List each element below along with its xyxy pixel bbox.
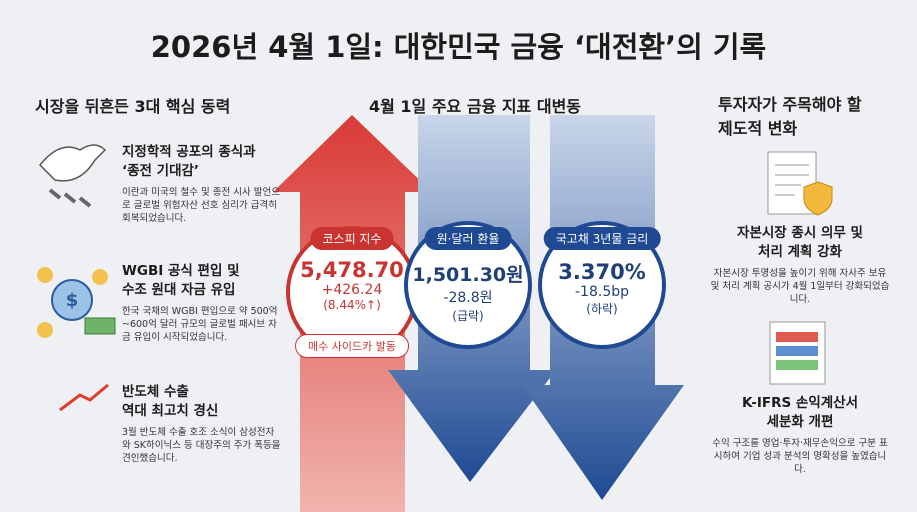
heading-line: 제도적 변화 bbox=[718, 119, 798, 138]
item-title: K-IFRS 손익계산서 bbox=[741, 395, 859, 411]
left-heading: 시장을 뒤흔든 3대 핵심 동력 bbox=[35, 97, 231, 116]
item-desc: 한국 국채의 WGBI 편입으로 약 500억~600억 달러 규모의 글로벌 … bbox=[122, 306, 278, 343]
item-title: WGBI 공식 편입 및 bbox=[122, 263, 240, 279]
chip-icon bbox=[59, 383, 109, 412]
indicator-value: 5,478.70 bbox=[300, 258, 404, 282]
sidecar-badge: 매수 사이드카 발동 bbox=[295, 334, 409, 358]
item-title: 지정학적 공포의 종식과 bbox=[122, 144, 256, 160]
item-desc: 자본시장 투명성을 높이기 위해 자사주 보유 및 처리 계획 공시가 4월 1… bbox=[710, 268, 890, 305]
indicator-label: 원·달러 환율 bbox=[424, 227, 512, 250]
indicator-change: -18.5bp bbox=[575, 284, 629, 300]
indicator-note: (급락) bbox=[452, 309, 484, 323]
right-heading: 투자자가 주목해야 할 제도적 변화 bbox=[718, 93, 862, 141]
policy-item: 자본시장 종시 의무 및 처리 계획 강화 자본시장 투명성을 높이기 위해 자… bbox=[710, 224, 890, 306]
document-icon bbox=[767, 151, 833, 216]
page-title: 2026년 4월 1일: 대한민국 금융 ‘대전환’의 기록 bbox=[150, 30, 767, 64]
item-title: ‘종전 기대감’ bbox=[122, 163, 200, 179]
dove-icon bbox=[38, 144, 107, 208]
item-desc: 3월 반도체 수출 호조 소식이 삼성전자와 SK하이닉스 등 대장주의 주가 … bbox=[122, 427, 281, 464]
indicator-change: +426.24 bbox=[321, 282, 383, 298]
indicator-label: 국고채 3년물 금리 bbox=[543, 227, 661, 250]
item-title: 세분화 개편 bbox=[766, 414, 834, 430]
item-desc: 수익 구조를 영업·투자·재무손익으로 구분 표시하여 기업 성과 분석의 명확… bbox=[712, 438, 888, 475]
indicator-note: (8.44%↑) bbox=[323, 298, 381, 312]
globe-money-icon: $ bbox=[37, 267, 116, 338]
indicator-value: 1,501.30원 bbox=[412, 264, 524, 286]
indicator-change: -28.8원 bbox=[443, 290, 493, 306]
heading-line: 투자자가 주목해야 할 bbox=[718, 95, 862, 114]
svg-text:$: $ bbox=[66, 290, 79, 311]
item-desc: 이란과 미국의 철수 및 종전 시사 발언으로 글로벌 위험자산 선호 심리가 … bbox=[122, 187, 280, 224]
indicator-body: 5,478.70 +426.24 (8.44%↑) bbox=[290, 258, 414, 312]
indicator-value: 3.370% bbox=[558, 260, 646, 284]
item-title: 수조 원대 자금 유입 bbox=[122, 282, 236, 298]
item-title: 반도체 수출 bbox=[122, 384, 189, 400]
indicator-note: (하락) bbox=[586, 302, 618, 316]
report-icon bbox=[769, 321, 826, 385]
indicator-circle bbox=[538, 221, 666, 349]
driver-item: 반도체 수출 역대 최고치 경신 3월 반도체 수출 호조 소식이 삼성전자와 … bbox=[122, 383, 282, 465]
policy-item: K-IFRS 손익계산서 세분화 개편 수익 구조를 영업·투자·재무손익으로 … bbox=[710, 394, 890, 476]
item-title: 역대 최고치 경신 bbox=[122, 403, 219, 419]
indicator-circle bbox=[404, 221, 532, 349]
center-heading: 4월 1일 주요 금융 지표 대변동 bbox=[368, 97, 582, 116]
item-title: 처리 계획 강화 bbox=[758, 244, 842, 260]
driver-item: WGBI 공식 편입 및 수조 원대 자금 유입 한국 국채의 WGBI 편입으… bbox=[122, 262, 282, 344]
item-title: 자본시장 종시 의무 및 bbox=[737, 225, 863, 241]
indicator-label: 코스피 지수 bbox=[310, 227, 394, 250]
indicator-body: 3.370% -18.5bp (하락) bbox=[540, 260, 664, 317]
driver-item: 지정학적 공포의 종식과 ‘종전 기대감’ 이란과 미국의 철수 및 종전 시사… bbox=[122, 143, 282, 225]
indicator-body: 1,501.30원 -28.8원 (급락) bbox=[406, 260, 530, 324]
